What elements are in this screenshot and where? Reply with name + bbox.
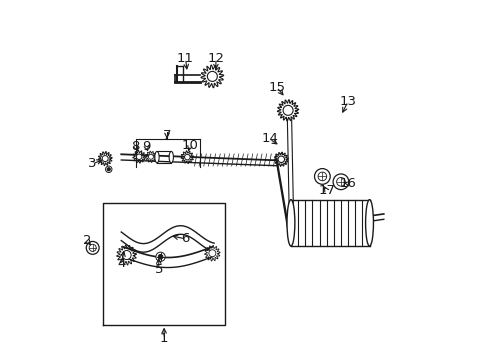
Text: 8: 8: [131, 140, 140, 153]
Circle shape: [336, 177, 345, 186]
Text: 13: 13: [339, 95, 356, 108]
Circle shape: [332, 174, 348, 190]
Circle shape: [314, 168, 329, 184]
Ellipse shape: [169, 152, 173, 163]
Circle shape: [102, 156, 108, 162]
Text: 9: 9: [142, 140, 150, 153]
Ellipse shape: [155, 152, 159, 163]
Text: 11: 11: [177, 52, 194, 65]
Text: 4: 4: [117, 257, 125, 270]
Text: 16: 16: [339, 177, 356, 190]
Circle shape: [158, 255, 163, 259]
Circle shape: [208, 250, 215, 257]
Text: 12: 12: [207, 52, 224, 65]
Ellipse shape: [286, 200, 294, 246]
Ellipse shape: [365, 200, 373, 246]
Polygon shape: [290, 200, 369, 246]
Text: 14: 14: [261, 132, 277, 145]
Text: 1: 1: [160, 333, 168, 346]
Circle shape: [148, 154, 153, 159]
Text: 17: 17: [318, 184, 334, 197]
Text: 6: 6: [181, 233, 189, 246]
Text: 2: 2: [83, 234, 91, 247]
Circle shape: [122, 251, 131, 260]
Circle shape: [107, 168, 110, 171]
Text: 5: 5: [154, 263, 163, 276]
Circle shape: [207, 71, 217, 81]
Circle shape: [283, 105, 292, 115]
Text: 3: 3: [88, 157, 97, 170]
Text: 7: 7: [163, 129, 171, 142]
Circle shape: [156, 252, 165, 261]
Circle shape: [86, 242, 99, 254]
Circle shape: [184, 154, 190, 160]
Circle shape: [89, 244, 96, 251]
Polygon shape: [157, 152, 171, 163]
Circle shape: [317, 172, 326, 181]
Circle shape: [278, 156, 284, 162]
Circle shape: [105, 166, 112, 172]
Circle shape: [136, 154, 142, 159]
Text: 15: 15: [267, 81, 285, 94]
Text: 10: 10: [182, 139, 198, 152]
